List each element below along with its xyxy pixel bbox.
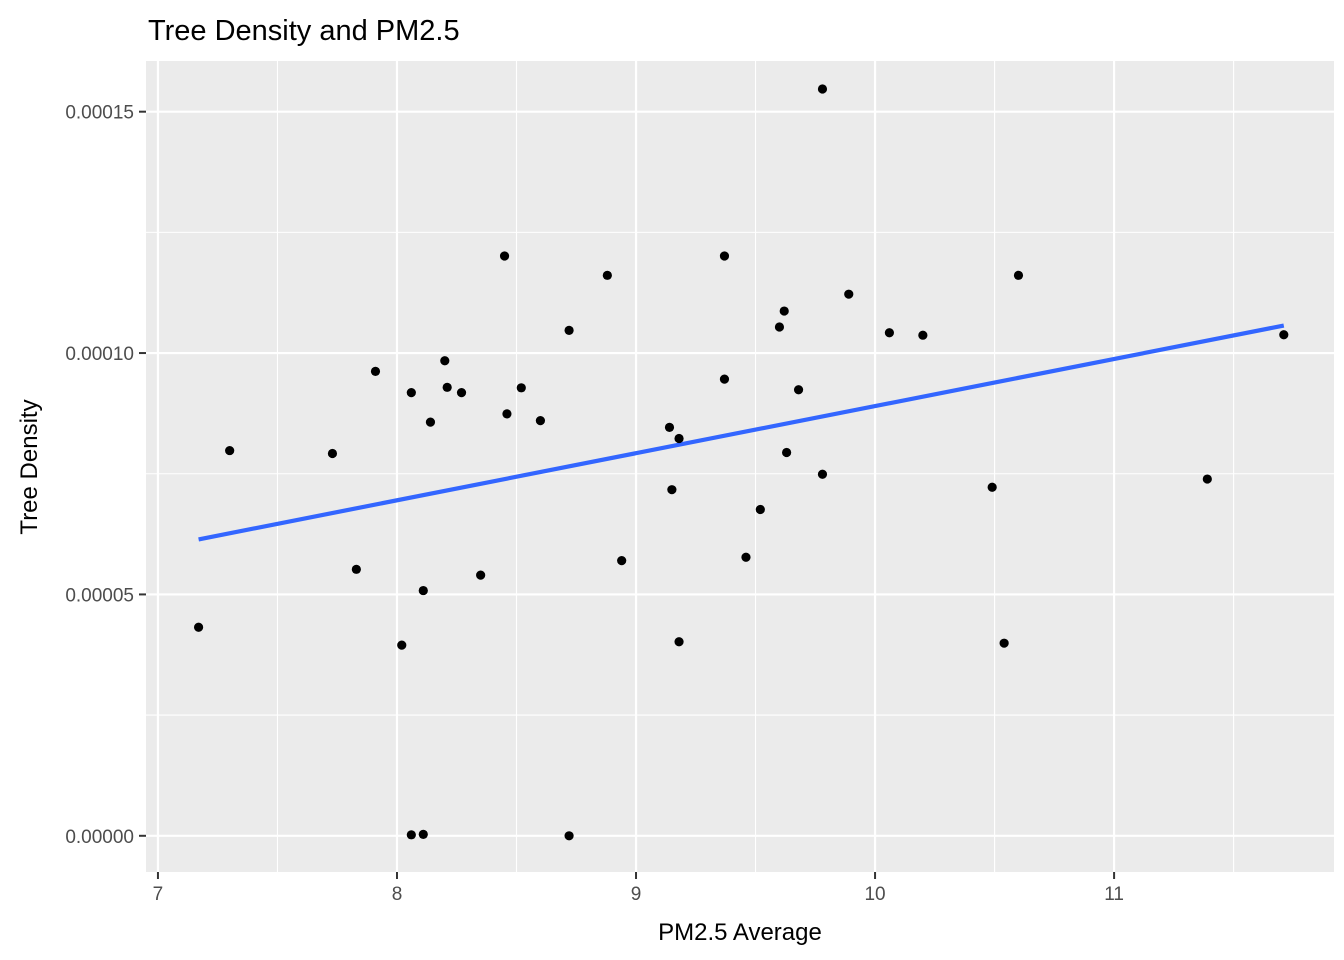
minor-gridlines xyxy=(146,61,1334,872)
data-point xyxy=(844,289,854,299)
data-point xyxy=(667,485,677,495)
data-point xyxy=(817,84,828,94)
data-point xyxy=(456,388,467,398)
data-point xyxy=(999,638,1009,648)
x-axis: 7 8 9 10 11 xyxy=(153,872,1124,905)
x-axis-title: PM2.5 Average xyxy=(658,919,822,946)
plot-panel xyxy=(146,61,1334,872)
data-point xyxy=(499,251,510,261)
data-point xyxy=(617,556,627,566)
data-point xyxy=(440,356,450,366)
data-point xyxy=(884,328,894,338)
data-point xyxy=(564,831,574,841)
data-point xyxy=(774,322,785,332)
data-point xyxy=(674,637,684,647)
data-point xyxy=(1013,270,1024,280)
data-point xyxy=(817,469,828,479)
data-point xyxy=(719,251,730,261)
data-point xyxy=(1279,330,1289,340)
data-point xyxy=(779,306,789,316)
data-point xyxy=(741,552,751,562)
data-point xyxy=(418,829,428,839)
data-point xyxy=(719,374,730,384)
trend-line xyxy=(198,323,1285,542)
y-tick-label: 0.00000 xyxy=(65,827,134,848)
x-tick-label: 11 xyxy=(1104,884,1124,905)
chart-title: Tree Density and PM2.5 xyxy=(148,15,460,47)
data-point xyxy=(602,270,612,280)
x-tick-label: 9 xyxy=(631,884,642,905)
data-point xyxy=(782,447,792,458)
data-point xyxy=(351,564,361,574)
y-axis: 0.00000 0.00005 0.00010 0.00015 xyxy=(65,103,146,848)
trend-line-layer xyxy=(198,323,1285,542)
y-tick-label: 0.00015 xyxy=(65,103,134,124)
data-point xyxy=(987,482,997,492)
data-point xyxy=(425,417,436,427)
data-points xyxy=(193,84,1289,841)
data-point xyxy=(1202,474,1212,484)
x-tick-label: 8 xyxy=(392,884,403,905)
y-tick-label: 0.00010 xyxy=(65,344,134,365)
y-axis-title: Tree Density xyxy=(16,399,43,534)
x-tick-label: 7 xyxy=(153,884,164,905)
data-point xyxy=(406,830,416,840)
x-tick-label: 10 xyxy=(864,884,885,905)
data-point xyxy=(516,383,526,393)
data-point xyxy=(476,570,486,580)
data-point xyxy=(755,504,765,515)
data-point xyxy=(397,640,407,650)
data-point xyxy=(502,409,512,419)
data-point xyxy=(442,382,452,392)
data-point xyxy=(564,325,574,335)
data-point xyxy=(918,330,928,340)
data-point xyxy=(793,385,804,395)
data-point xyxy=(327,448,338,459)
data-point xyxy=(370,366,381,377)
data-point xyxy=(664,422,675,432)
data-point xyxy=(535,416,546,426)
y-tick-label: 0.00005 xyxy=(65,585,134,606)
data-point xyxy=(193,622,204,632)
major-gridlines xyxy=(146,61,1334,872)
data-point xyxy=(225,445,235,456)
data-point xyxy=(418,585,428,596)
data-point xyxy=(674,433,684,444)
data-point xyxy=(406,388,416,398)
